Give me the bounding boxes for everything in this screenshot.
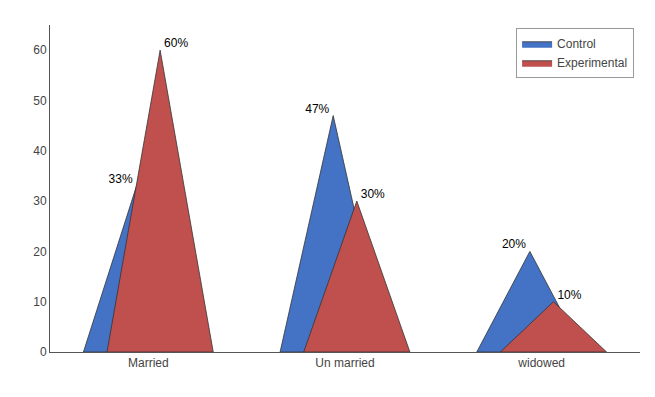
svg-text:33%: 33%: [109, 172, 133, 186]
svg-text:Un married: Un married: [315, 356, 374, 370]
svg-text:47%: 47%: [305, 102, 329, 116]
svg-text:10%: 10%: [557, 288, 581, 302]
svg-text:60%: 60%: [164, 36, 188, 50]
svg-text:0: 0: [40, 345, 47, 359]
svg-text:20%: 20%: [502, 237, 526, 251]
svg-text:40: 40: [33, 144, 47, 158]
svg-text:60: 60: [33, 43, 47, 57]
svg-text:30: 30: [33, 194, 47, 208]
svg-text:10: 10: [33, 295, 47, 309]
svg-text:Married: Married: [128, 356, 169, 370]
svg-text:Experimental: Experimental: [557, 56, 627, 70]
svg-text:50: 50: [33, 94, 47, 108]
svg-text:Control: Control: [557, 37, 596, 51]
svg-text:20: 20: [33, 245, 47, 259]
svg-text:widowed: widowed: [517, 356, 565, 370]
svg-text:30%: 30%: [361, 187, 385, 201]
